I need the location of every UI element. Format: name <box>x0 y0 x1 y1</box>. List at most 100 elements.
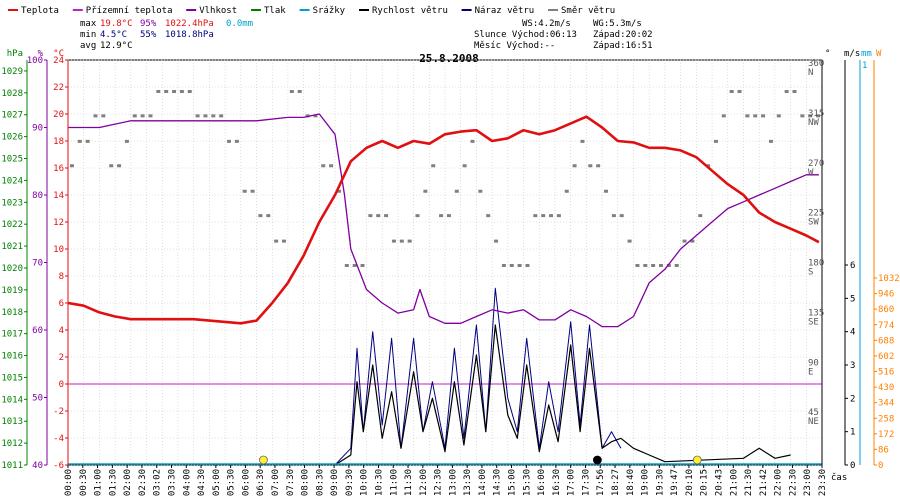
pressure-axis-tick-label: 1012 <box>1 439 23 449</box>
gust-series <box>334 287 622 466</box>
dir-tick-label: 90 <box>808 358 819 368</box>
wind-dir-point <box>384 214 389 218</box>
x-tick-label: 05:30 <box>227 469 237 496</box>
wind-dir-point <box>227 139 232 143</box>
x-tick-label: 20:10 <box>685 469 695 496</box>
humidity-axis-tick-label: 60 <box>32 326 43 336</box>
dir-tick-name: S <box>808 268 813 278</box>
wind-dir-point <box>470 139 475 143</box>
solar-axis-tick-label: 344 <box>878 399 894 409</box>
wind-dir-point <box>525 264 530 267</box>
wind-dir-point <box>721 114 726 118</box>
x-tick-label: 01:30 <box>108 469 118 496</box>
legend: Teplota Přízemní teplota Vlhkost Tlak Srážky… <box>8 6 615 16</box>
wind-dir-point <box>77 139 82 143</box>
solar-axis-tick-label: 860 <box>878 305 894 315</box>
humidity-series <box>68 113 819 328</box>
solar-axis-tick-label: 774 <box>878 321 894 331</box>
wind-dir-point <box>289 89 294 93</box>
x-tick-label: 21:30 <box>744 469 754 496</box>
wind-dir-point <box>336 189 341 193</box>
wind-dir-point <box>148 114 153 118</box>
wind-dir-point <box>439 214 444 218</box>
temperature-axis-tick-label: 0 <box>59 380 64 390</box>
dir-tick-name: N <box>808 68 813 78</box>
wind-dir-point <box>761 114 766 118</box>
temperature-axis-tick-label: 2 <box>59 353 64 363</box>
temperature-axis-tick-label: 6 <box>59 299 64 309</box>
pressure-axis-tick-label: 1022 <box>1 220 23 230</box>
solar-axis-tick-label: 430 <box>878 383 894 393</box>
wind-dir-point <box>768 139 773 143</box>
x-tick-label: 04:30 <box>197 469 207 496</box>
wind-dir-point <box>234 139 239 143</box>
wind-dir-point <box>549 214 554 218</box>
wind-dir-point <box>132 114 137 118</box>
temperature-axis-label: °C <box>53 49 64 59</box>
wind-dir-point <box>305 114 310 118</box>
pressure-axis-tick-label: 1014 <box>1 395 23 405</box>
x-tick-label: 17:56 <box>596 469 606 496</box>
wind-dir-point <box>580 139 585 143</box>
wind-dir-point <box>784 89 789 93</box>
x-tick-label: 08:30 <box>315 469 325 496</box>
dir-tick-label: 315 <box>808 109 824 119</box>
wind-dir-point <box>619 214 624 218</box>
x-tick-label: 13:00 <box>448 469 458 496</box>
wind-axis-tick-label: 0 <box>850 461 855 471</box>
wind-gust-info: WG:5.3m/s <box>593 19 642 29</box>
pressure-axis-tick-label: 1029 <box>1 67 23 77</box>
pressure-axis-tick-label: 1015 <box>1 373 23 383</box>
wind-dir-point <box>517 264 522 267</box>
wind-dir-point <box>423 189 428 193</box>
wind-axis-tick-label: 1 <box>850 428 855 438</box>
stat-min-hum: 55% <box>140 30 157 40</box>
temperature-axis-tick-label: 20 <box>53 110 64 120</box>
pressure-axis-tick-label: 1027 <box>1 111 23 121</box>
temperature-axis-tick-label: 22 <box>53 83 64 93</box>
solar-axis-tick-label: 258 <box>878 414 894 424</box>
x-tick-label: 12:30 <box>434 469 444 496</box>
dir-tick-name: SW <box>808 218 819 228</box>
wind-dir-point <box>486 214 491 218</box>
x-tick-label: 02:00 <box>123 469 133 496</box>
x-tick-label: 06:30 <box>256 469 266 496</box>
wind-dir-point <box>109 164 114 168</box>
wind-dir-point <box>203 114 208 118</box>
temperature-axis-tick-label: 8 <box>59 272 64 282</box>
wind-dir-point <box>101 114 106 118</box>
pressure-axis-tick-label: 1028 <box>1 89 23 99</box>
wind-dir-point <box>604 189 609 193</box>
x-tick-label: 16:30 <box>552 469 562 496</box>
wind-dir-point <box>643 264 648 267</box>
wind-dir-point <box>651 264 656 267</box>
pressure-axis-tick-label: 1020 <box>1 264 23 274</box>
pressure-axis-tick-label: 1025 <box>1 155 23 165</box>
moon-info: Měsíc Východ:-- <box>474 41 555 51</box>
legend-label-5: Rychlost větru <box>372 6 448 16</box>
x-tick-label: 15:00 <box>508 469 518 496</box>
wind-dir-point <box>399 239 404 243</box>
x-tick-label: 11:00 <box>389 469 399 496</box>
temperature-axis-tick-label: 18 <box>53 137 64 147</box>
wind-dir-point <box>172 89 177 93</box>
x-tick-label: 17:00 <box>567 469 577 496</box>
wind-dir-point <box>415 214 420 218</box>
humidity-axis-label: % <box>38 49 44 59</box>
wind-dir-point <box>462 164 467 168</box>
wind-dir-point <box>737 89 742 93</box>
x-tick-label: 07:30 <box>286 469 296 496</box>
x-tick-label: 23:00 <box>803 469 813 496</box>
wind-dir-point <box>344 264 349 267</box>
stat-min-temp: 4.5°C <box>100 30 127 40</box>
stat-min-label: min <box>80 30 96 40</box>
x-tick-label: 17:30 <box>581 469 591 496</box>
stat-max-label: max <box>80 19 97 29</box>
dir-axis-label: ° <box>825 49 830 59</box>
moon-set-info: Západ:16:51 <box>593 41 653 51</box>
wind-dir-point <box>156 89 161 93</box>
x-tick-label: 22:00 <box>774 469 784 496</box>
wind-dir-point <box>313 114 318 118</box>
